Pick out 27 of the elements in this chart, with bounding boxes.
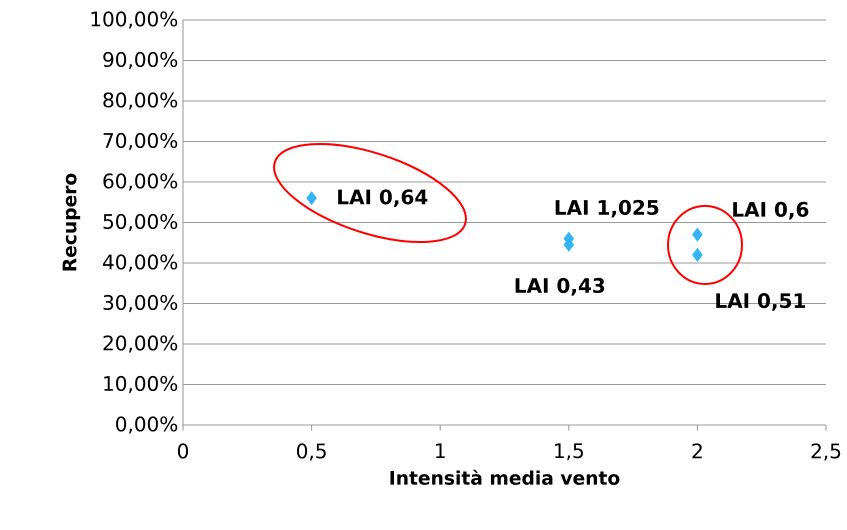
x-tick-label: 2: [692, 443, 702, 458]
y-tick-label: 90,00%: [103, 52, 178, 70]
point: [692, 248, 703, 262]
y-tick-label: 100,00%: [92, 11, 178, 29]
y-tick-label: 20,00%: [103, 335, 178, 353]
x-tick-label: 1,5: [555, 443, 583, 460]
point: [306, 191, 317, 206]
y-tick-label: 40,00%: [103, 254, 178, 272]
x-tick-label: 2,5: [812, 443, 840, 461]
annotation: LAI 0,64: [338, 189, 428, 208]
x-tick-label: 1: [436, 443, 445, 458]
y-tick-label: 0,00%: [116, 416, 178, 434]
point: [692, 228, 703, 242]
y-axis-title: Recupero: [62, 174, 80, 270]
annotation: LAI 0,6: [733, 202, 808, 220]
x-axis-title: Intensità media vento: [390, 470, 620, 485]
annotation: LAI 0,43: [516, 278, 604, 296]
annotation: LAI 0,51: [716, 293, 805, 311]
annotation: LAI 1,025: [556, 200, 658, 218]
y-tick-label: 30,00%: [104, 294, 178, 312]
y-tick-label: 50,00%: [104, 214, 178, 232]
y-tick-label: 10,00%: [104, 376, 178, 394]
y-tick-label: 80,00%: [103, 92, 178, 110]
y-tick-label: 60,00%: [103, 173, 178, 191]
y-tick-label: 70,00%: [104, 132, 178, 150]
x-tick-label: 0: [178, 443, 188, 459]
x-tick-label: 0,5: [297, 443, 326, 461]
